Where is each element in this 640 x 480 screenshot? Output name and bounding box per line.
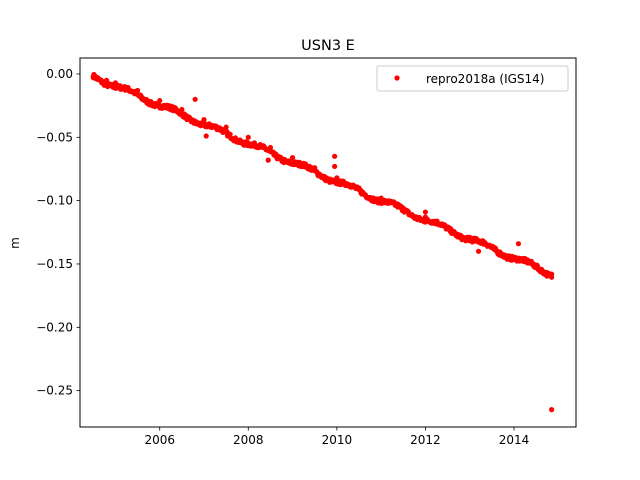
data-point bbox=[95, 75, 101, 81]
data-point bbox=[549, 271, 555, 277]
data-point bbox=[356, 185, 362, 191]
legend-label: repro2018a (IGS14) bbox=[426, 72, 544, 86]
x-tick-label: 2010 bbox=[322, 433, 353, 447]
plot-frame bbox=[79, 57, 577, 428]
y-axis-label: m bbox=[8, 237, 22, 249]
x-tick-label: 2014 bbox=[499, 433, 530, 447]
legend-marker bbox=[394, 75, 400, 81]
y-tick-label: −0.10 bbox=[36, 194, 73, 208]
data-point bbox=[134, 87, 141, 94]
y-tick-label: −0.25 bbox=[36, 384, 73, 398]
data-point bbox=[90, 73, 96, 80]
data-point bbox=[223, 124, 229, 130]
data-point bbox=[289, 154, 296, 161]
data-point bbox=[332, 163, 338, 170]
x-tick-label: 2008 bbox=[233, 433, 264, 447]
data-point bbox=[201, 116, 207, 123]
data-point bbox=[533, 265, 539, 271]
data-point bbox=[103, 77, 110, 83]
data-point bbox=[112, 80, 119, 86]
data-point bbox=[203, 133, 209, 139]
y-axis: 0.00 −0.05 −0.10 −0.15 −0.20 −0.25 bbox=[36, 67, 80, 398]
data-point bbox=[227, 131, 233, 137]
x-tick-label: 2006 bbox=[144, 433, 175, 447]
data-point bbox=[475, 248, 482, 254]
data-point bbox=[267, 144, 274, 151]
data-point bbox=[192, 96, 198, 102]
data-point bbox=[467, 234, 473, 240]
plot-area bbox=[90, 71, 555, 413]
data-point bbox=[549, 407, 555, 413]
data-point bbox=[265, 157, 271, 163]
data-point bbox=[334, 175, 340, 181]
data-point bbox=[378, 195, 384, 201]
data-point bbox=[312, 165, 318, 171]
data-point bbox=[332, 153, 338, 159]
data-point bbox=[245, 134, 251, 140]
data-point bbox=[422, 209, 429, 215]
data-point bbox=[489, 243, 495, 249]
legend: repro2018a (IGS14) bbox=[376, 65, 569, 92]
data-point bbox=[515, 241, 522, 247]
y-tick-label: −0.05 bbox=[36, 130, 73, 144]
y-tick-label: 0.00 bbox=[46, 67, 73, 81]
data-point bbox=[179, 106, 185, 113]
x-tick-label: 2012 bbox=[410, 433, 441, 447]
data-point bbox=[511, 255, 517, 261]
y-tick-label: −0.20 bbox=[36, 320, 73, 334]
chart-title: USN3 E bbox=[301, 38, 355, 54]
legend-box bbox=[376, 65, 569, 92]
y-tick-label: −0.15 bbox=[36, 257, 73, 271]
data-point bbox=[400, 205, 406, 211]
x-axis: 2006 2008 2010 2012 2014 bbox=[144, 427, 529, 447]
data-point bbox=[422, 214, 429, 220]
data-point bbox=[444, 224, 451, 230]
data-point bbox=[157, 97, 163, 104]
